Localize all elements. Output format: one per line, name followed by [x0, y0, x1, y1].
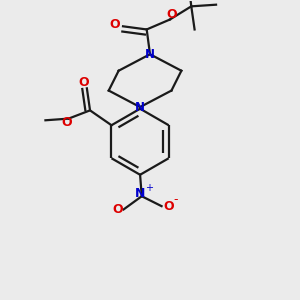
Text: N: N: [135, 100, 145, 114]
Text: O: O: [110, 18, 120, 31]
Text: -: -: [173, 193, 178, 206]
Text: N: N: [135, 187, 145, 200]
Text: +: +: [145, 183, 153, 193]
Text: O: O: [78, 76, 89, 89]
Text: O: O: [166, 8, 177, 21]
Text: O: O: [164, 200, 174, 213]
Text: O: O: [112, 203, 123, 216]
Text: O: O: [61, 116, 72, 129]
Text: N: N: [145, 48, 155, 61]
